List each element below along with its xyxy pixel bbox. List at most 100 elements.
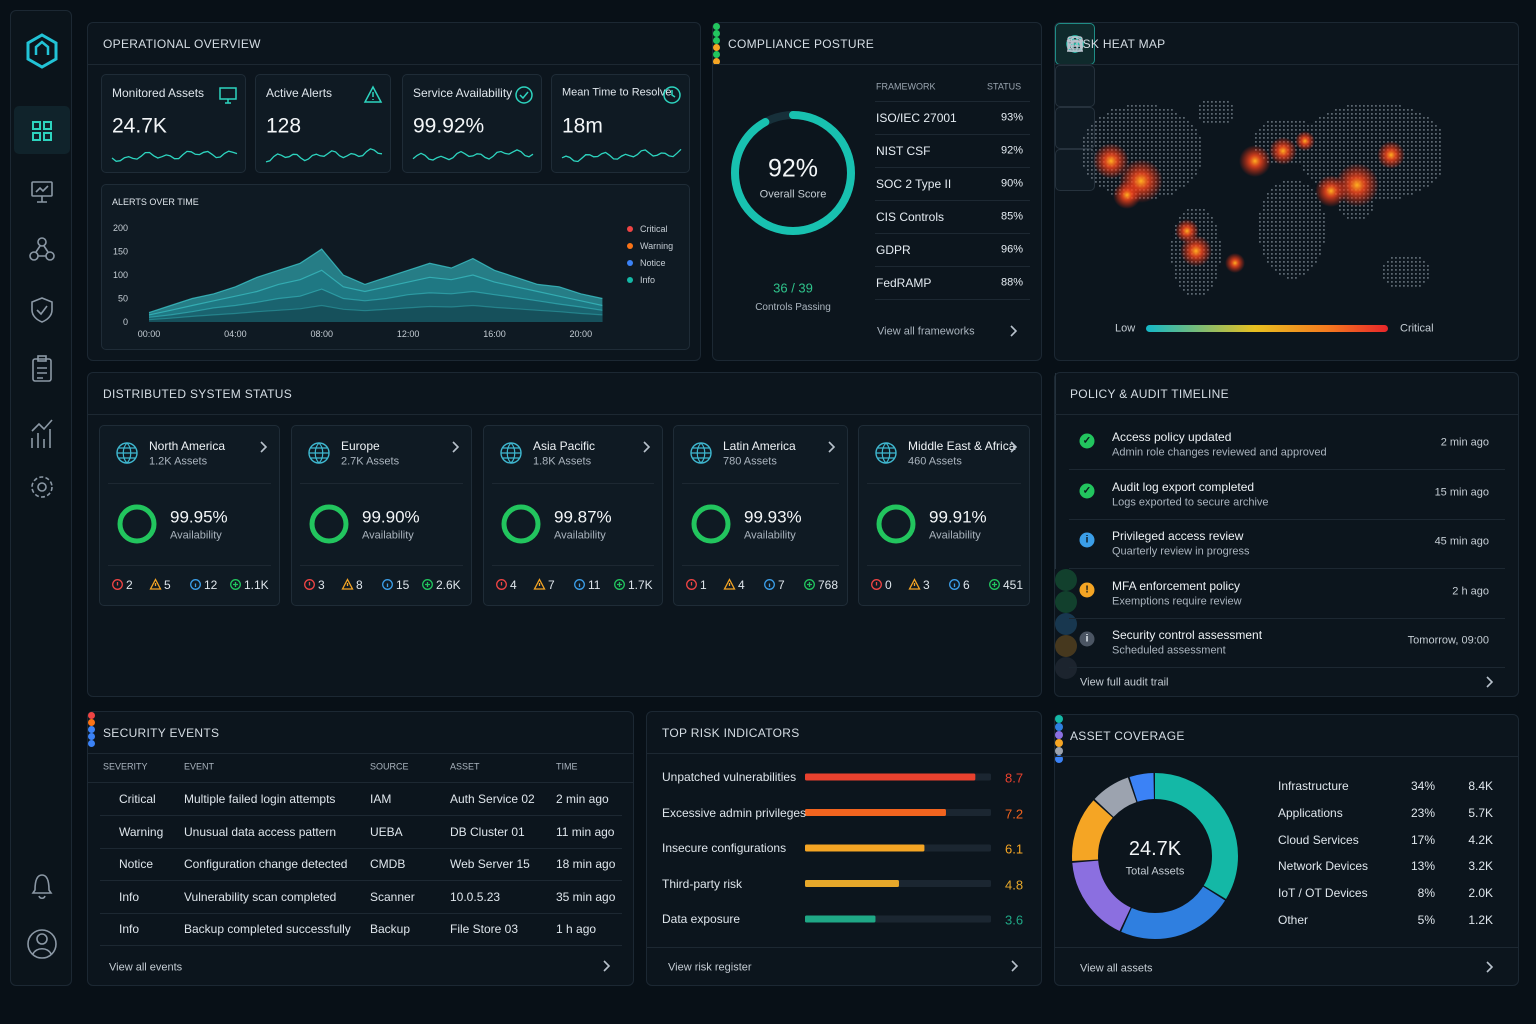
event-time: Tomorrow, 09:00 [1407,634,1489,647]
count-icon [804,579,815,590]
chevron-icon [643,441,651,453]
link[interactable]: View risk register [668,961,752,974]
globe-icon [875,442,897,464]
status-halo [1055,613,1077,635]
legend-dot [627,260,633,266]
card-divider [682,483,839,484]
severity-dot [88,726,95,733]
nav-settings[interactable] [31,476,53,498]
icon [309,442,329,464]
row-divider [1069,518,1505,520]
nav-analytics[interactable] [31,419,53,448]
table-header: FRAMEWORK [876,81,936,92]
score-value: 92% [767,154,819,183]
legend-high: Critical [1400,322,1434,335]
count-value: 3 [923,578,930,592]
map-layer-button[interactable] [1055,23,1095,65]
framework-status: 85% [1001,210,1024,223]
table-cell: 10.0.5.23 [450,889,501,904]
panel-divider [713,64,1041,65]
nav-dashboard[interactable] [32,121,52,141]
y-tick-label: 100 [113,270,128,280]
nav-profile[interactable] [27,929,57,959]
legend-dot [627,277,633,283]
nav-shield[interactable] [31,297,53,323]
link[interactable]: View all frameworks [877,325,975,338]
top-risk-indicators: TOP RISK INDICATORS Unpatched vulnerabili… [646,711,1042,986]
chevron [1010,325,1018,337]
hotspot [1093,143,1129,179]
active-nav [14,106,70,154]
sidebar-icons [14,33,70,959]
risk-score: 7.2 [1005,806,1024,821]
legend-name: Other [1278,913,1309,927]
kpi-card: Service Availability 99.92% [402,74,542,173]
table-cell: IAM [370,792,392,806]
globe-icon [690,442,712,464]
region-assets: 2.7K Assets [341,455,400,468]
panel-title: SECURITY EVENTS [103,726,220,740]
event-time: 15 min ago [1434,486,1489,498]
panel-divider [88,414,1041,415]
icon [230,579,241,590]
icon [617,582,622,587]
count-icon [908,578,921,590]
x-tick-label: 00:00 [138,329,161,339]
table-cell: CMDB [370,857,406,871]
kpi-icon [219,87,237,104]
hotspot [1239,145,1271,177]
region-assets: 780 Assets [723,455,777,468]
table-header: TIME [556,761,578,772]
region-card[interactable]: Middle East & Africa 460 Assets 99.91% Avai… [858,425,1030,606]
table-cell: 35 min ago [556,889,616,904]
kpi-label: Active Alerts [266,86,333,100]
hotspot [1269,137,1297,165]
icon [501,442,521,464]
table-cell: DB Cluster 01 [450,824,525,839]
availability-ring [309,504,349,544]
kpi-card: Monitored Assets 24.7K [101,74,246,173]
kpi-icon [663,86,681,104]
count-icon [989,579,1000,590]
legend-dot [1055,747,1063,755]
footer-divider [1055,947,1518,948]
nav-monitor[interactable] [31,181,53,203]
icon [804,579,815,590]
legend-name: Infrastructure [1278,779,1349,793]
availability-caption: Availability [554,529,606,542]
logo [26,33,58,69]
chevron [1486,961,1494,973]
table-cell: Info [119,922,140,936]
nav-clipboard[interactable] [32,355,52,382]
nav-network[interactable] [29,237,55,261]
row-divider [1069,667,1505,668]
region-card[interactable]: North America 1.2K Assets 99.95% Availabili… [99,425,280,606]
link[interactable]: View all assets [1080,962,1153,975]
donut-segment [1072,773,1238,939]
icon [341,578,354,590]
table-divider [875,101,1030,102]
event-detail: Admin role changes reviewed and approved [1112,446,1327,459]
map-layer-button[interactable] [1055,36,1095,107]
region-assets: 460 Assets [908,455,962,468]
nav-notifications[interactable] [31,874,53,900]
button-icon [1066,36,1084,52]
sparkline-path [265,148,383,163]
link[interactable]: View full audit trail [1080,676,1169,689]
count-value: 5 [164,578,171,592]
legend-dot [1055,731,1063,739]
region-card[interactable]: Asia Pacific 1.8K Assets 99.87% Availabilit… [483,425,663,606]
legend-dot [1055,755,1063,763]
kpi-label: Service Availability [413,86,513,100]
region-card[interactable]: Latin America 780 Assets 99.93% Availabilit… [673,425,848,606]
link[interactable]: View all events [109,961,183,974]
count-value: 768 [818,578,839,592]
region-card[interactable]: Europe 2.7K Assets 99.90% Availability 3 8 15 2… [291,425,472,606]
table-cell: 18 min ago [556,857,616,871]
status-icon: ✓ [1079,433,1095,449]
framework-name: FedRAMP [876,276,932,290]
row-divider [875,233,1030,234]
chevron [643,441,651,453]
table-cell: Critical [119,792,156,806]
risk-name: Unpatched vulnerabilities [662,770,797,784]
